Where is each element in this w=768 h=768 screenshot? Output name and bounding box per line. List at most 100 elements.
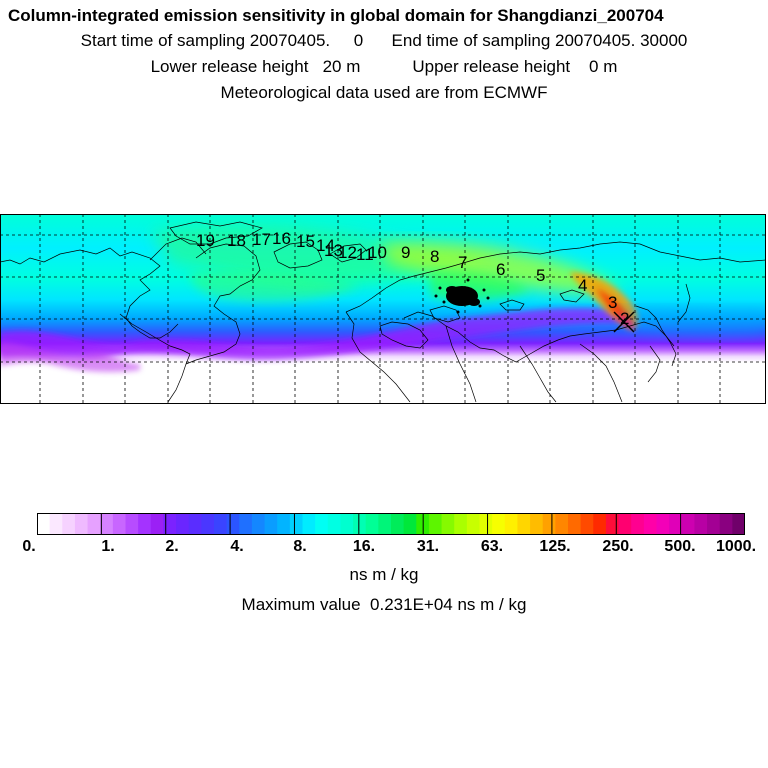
colorbar-swatch [327,513,342,535]
colorbar-swatch [302,513,316,535]
colorbar-swatch [391,513,405,535]
colorbar-swatch [669,513,683,535]
colorbar-tick-label: 1000. [715,538,757,555]
colorbar-swatch [100,513,114,535]
trajectory-label: 11 [356,245,374,264]
trajectory-label: 18 [227,231,246,250]
station-marker [613,311,635,333]
colorbar-swatch [656,513,670,535]
trajectory-label: 14 [316,236,335,255]
colorbar-swatch [492,513,506,535]
colorbar-swatch [188,513,202,535]
colorbar-swatch [226,513,240,535]
colorbar-swatch [315,513,329,535]
colorbar-swatch [403,513,417,535]
colorbar-swatch [214,513,228,535]
release-height-line: Lower release height 20 m Upper release … [150,57,618,76]
colorbar-swatch [568,513,582,535]
colorbar-tick-label: 250. [602,538,634,555]
colorbar-swatch [631,513,645,535]
colorbar-swatch [694,513,708,535]
colorbar-swatch [428,513,443,535]
colorbar-swatch [378,513,392,535]
colorbar-swatch [49,513,63,535]
coastlines [0,221,766,403]
colorbar-swatch [37,513,51,535]
map-panel: 19 18 17 16 15 14 13 12 11 10 9 8 7 6 5 … [0,214,766,404]
header: Column-integrated emission sensitivity i… [0,4,768,106]
trajectory-label: 19 [196,231,215,250]
colorbar-swatch [340,513,354,535]
colorbar-swatch [112,513,127,535]
trajectory-label: 15 [296,232,315,251]
colorbar-tick-label: 500. [664,538,696,555]
trajectory-label: 3 [608,293,617,312]
colorbar-swatch [618,513,632,535]
colorbar-swatch [251,513,266,535]
colorbar-swatch [643,513,658,535]
colorbar-swatch [201,513,215,535]
colorbar-swatch [353,513,367,535]
colorbar-swatch [62,513,76,535]
colorbar-swatch [719,513,733,535]
trajectory-label: 12 [338,243,357,262]
colorbar-swatch [264,513,278,535]
trajectory-label: 5 [536,266,545,285]
sensitivity-map: 19 18 17 16 15 14 13 12 11 10 9 8 7 6 5 … [0,214,766,404]
colorbar-swatch [454,513,468,535]
trajectory-label: 6 [496,260,505,279]
trajectory-label: 17 [252,230,271,249]
colorbar-swatch [74,513,89,535]
colorbar-swatch [365,513,379,535]
colorbar-swatch [150,513,165,535]
trajectory-labels: 19 18 17 16 15 14 13 12 11 10 9 8 7 6 5 … [196,229,629,328]
colorbar-swatch [87,513,101,535]
trajectory-label: 13 [324,241,343,260]
maximum-value: Maximum value 0.231E+04 ns m / kg [241,595,527,614]
figure-title: Column-integrated emission sensitivity i… [8,6,664,25]
colorbar-frame [37,513,745,535]
colorbar-swatch [289,513,304,535]
trajectory-label: 4 [578,276,587,295]
colorbar-swatch [530,513,544,535]
colorbar-swatch [580,513,594,535]
colorbar-swatch [605,513,620,535]
trajectory-label: 2 [620,309,629,328]
colorbar-swatch [504,513,519,535]
colorbar-tick-label: 1. [101,538,115,555]
colorbar-tick-label: 125. [539,538,571,555]
colorbar-swatch [441,513,455,535]
colorbar-tick-label: 31. [416,538,440,555]
colorbar-swatch [239,513,253,535]
graticule [0,214,766,404]
particle-cluster [434,278,490,314]
colorbar-swatch [555,513,569,535]
colorbar-swatch [176,513,190,535]
colorbar [37,513,745,535]
colorbar-swatch [125,513,139,535]
colorbar-swatch [681,513,696,535]
colorbar-swatch [466,513,481,535]
trajectory-label: 10 [368,243,387,262]
sampling-time-line: Start time of sampling 20070405. 0 End t… [80,31,688,50]
trajectory-label: 7 [458,253,467,272]
colorbar-swatch [277,513,291,535]
colorbar-swatch [542,513,556,535]
colorbar-tick-label: 0. [22,538,36,555]
colorbar-tick-label: 2. [165,538,179,555]
met-data-line: Meteorological data used are from ECMWF [220,83,548,102]
colorbar-swatch [479,513,493,535]
trajectory-label: 16 [272,229,291,248]
colorbar-swatch [517,513,531,535]
colorbar-swatch [732,513,745,535]
colorbar-swatch [593,513,607,535]
trajectory-label: 9 [401,243,410,262]
colorbar-swatch [707,513,721,535]
colorbar-tick-label: 4. [230,538,244,555]
colorbar-units: ns m / kg [349,565,419,584]
colorbar-labels: 0. 1. 2. 4. 8. 16. 31. 63. 125. 250. 500… [0,538,768,558]
map-frame [0,214,766,404]
colorbar-tick-label: 16. [352,538,376,555]
colorbar-tick-label: 8. [293,538,307,555]
